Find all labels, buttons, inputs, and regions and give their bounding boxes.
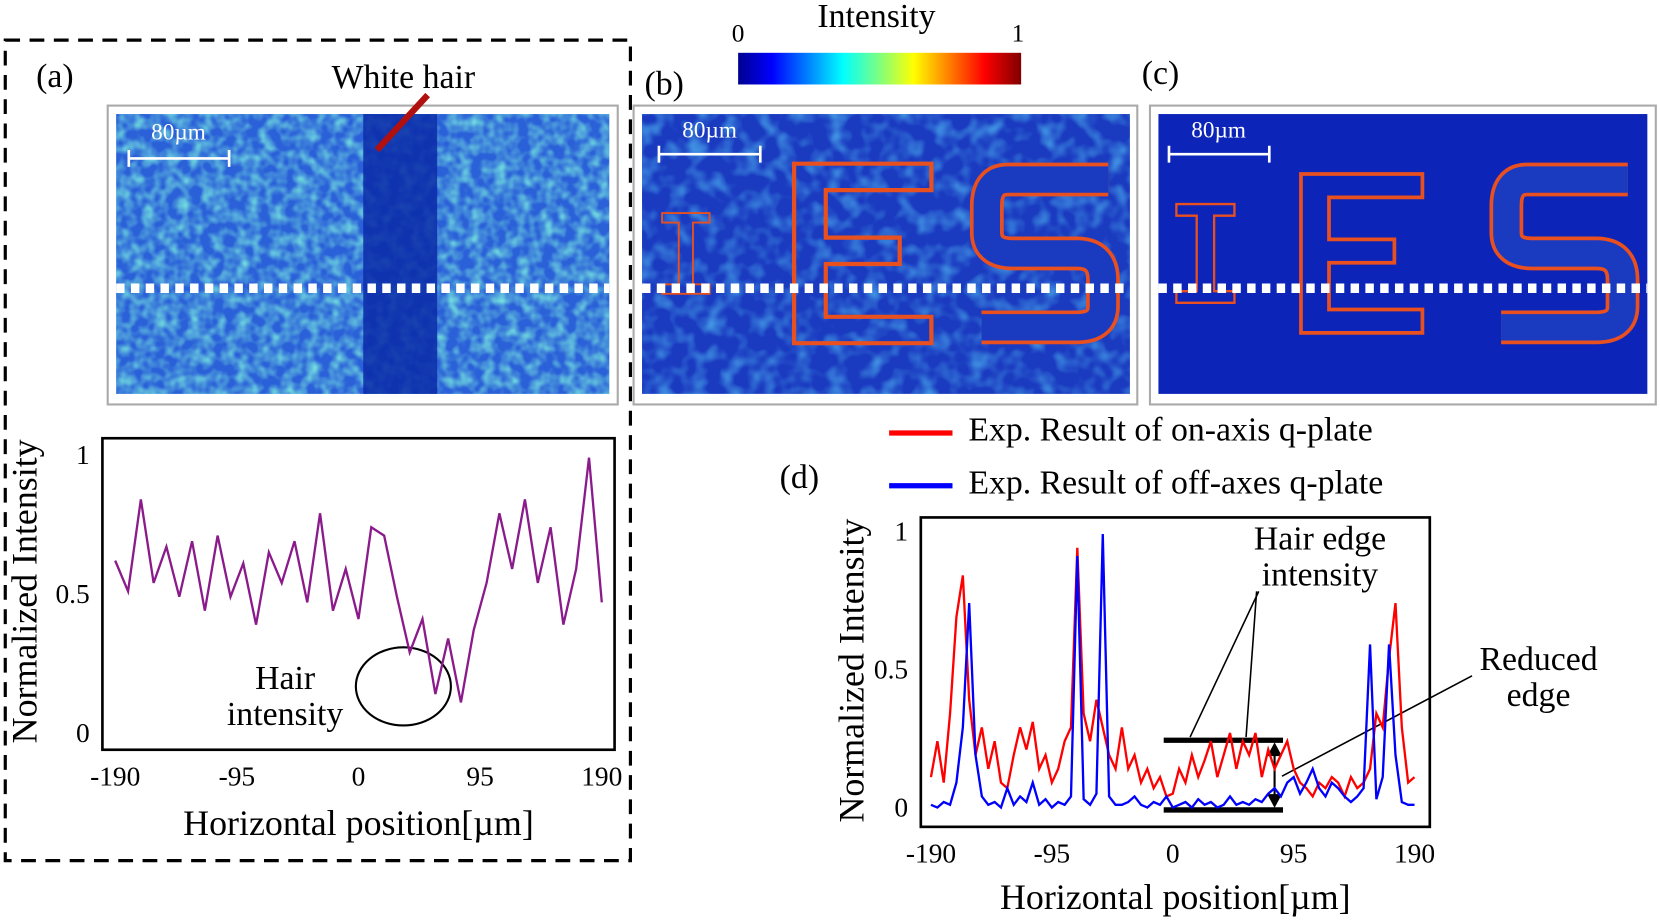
annotation: intensity xyxy=(1262,556,1378,593)
x-tick-label: -95 xyxy=(1034,839,1071,869)
annotation: Hair edge xyxy=(1254,520,1386,557)
scale-bar-label: 80µm xyxy=(1191,117,1246,143)
plot-frame xyxy=(101,436,616,752)
y-tick-label: 1 xyxy=(894,516,908,546)
y-tick-label: 0 xyxy=(76,718,90,748)
panel-label: (a) xyxy=(36,58,74,95)
annotation: Hair xyxy=(255,660,315,697)
x-tick-label: 190 xyxy=(1394,839,1435,869)
highlight-ellipse xyxy=(354,646,452,727)
image-noise xyxy=(116,114,610,394)
legend-label: Exp. Result of off-axes q-plate xyxy=(968,465,1383,502)
y-axis-label: Normalized Intensity xyxy=(5,439,45,743)
hair-region xyxy=(363,114,438,394)
scale-bar-label: 80µm xyxy=(151,119,206,145)
data-line xyxy=(929,547,1416,800)
scale-bar-label: 80µm xyxy=(682,117,737,143)
panel-label: (d) xyxy=(780,459,819,496)
y-axis-label: Normalized Intensity xyxy=(832,519,872,823)
annotation: Reduced xyxy=(1479,641,1597,678)
annotation: White hair xyxy=(332,59,476,96)
annotation: edge xyxy=(1507,677,1571,714)
x-axis-label: Horizontal position[µm] xyxy=(1000,877,1351,917)
colorbar-tick: 0 xyxy=(732,20,745,48)
y-tick-label: 0.5 xyxy=(55,579,89,609)
x-tick-label: 0 xyxy=(352,762,366,792)
colorbar-tick: 1 xyxy=(1012,20,1025,48)
x-tick-label: -190 xyxy=(90,762,140,792)
panel-label: (b) xyxy=(645,65,684,102)
x-axis-label: Horizontal position[µm] xyxy=(183,803,534,843)
x-tick-label: 0 xyxy=(1166,839,1180,869)
y-tick-label: 0 xyxy=(894,793,908,823)
scale-bars xyxy=(127,145,1271,167)
y-tick-label: 1 xyxy=(76,440,90,470)
x-tick-label: -95 xyxy=(219,762,256,792)
panel-label: (c) xyxy=(1142,55,1180,92)
x-tick-label: 95 xyxy=(1280,839,1307,869)
legend-label: Exp. Result of on-axis q-plate xyxy=(968,412,1372,449)
plot-frame xyxy=(919,516,1432,829)
annotation: intensity xyxy=(227,696,343,733)
colorbar-title: Intensity xyxy=(817,0,935,35)
x-tick-label: -190 xyxy=(906,839,956,869)
data-line xyxy=(930,533,1415,810)
edge-markers xyxy=(1163,591,1473,813)
data-line xyxy=(114,457,603,703)
x-tick-label: 95 xyxy=(466,762,493,792)
y-tick-label: 0.5 xyxy=(874,654,908,684)
annotation-pointer xyxy=(374,92,430,153)
dashed-frame xyxy=(3,38,632,863)
colorbar xyxy=(738,52,1022,85)
x-tick-label: 190 xyxy=(581,762,622,792)
